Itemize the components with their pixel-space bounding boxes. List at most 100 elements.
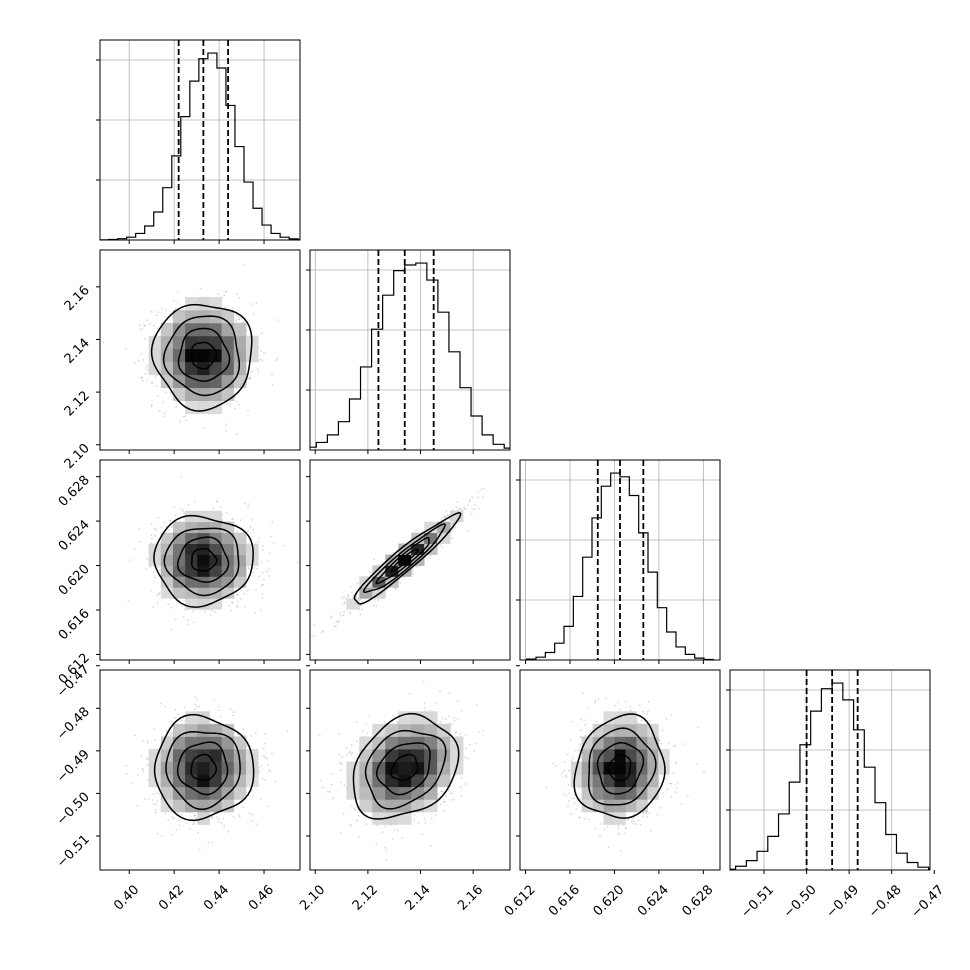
contour-2-1-2 — [362, 523, 446, 593]
sample-point — [370, 571, 372, 574]
sample-point — [216, 816, 218, 819]
sample-point — [447, 789, 450, 792]
sample-point — [231, 601, 234, 604]
density-cell — [209, 774, 223, 788]
sample-point — [239, 316, 242, 319]
sample-point — [219, 506, 222, 508]
sample-point — [158, 409, 161, 412]
sample-point — [136, 774, 139, 777]
density-cell — [424, 543, 438, 555]
sample-point — [139, 328, 142, 331]
sample-point — [140, 353, 143, 356]
sample-point — [151, 799, 154, 801]
density-cell — [185, 374, 198, 389]
sample-point — [143, 324, 146, 327]
sample-point — [197, 831, 200, 834]
sample-point — [439, 690, 441, 692]
sample-point — [215, 500, 218, 503]
sample-point — [150, 405, 153, 407]
sample-point — [222, 817, 225, 820]
sample-point — [349, 612, 352, 615]
sample-point — [192, 621, 195, 623]
sample-point — [268, 552, 271, 554]
sample-point — [181, 813, 183, 816]
sample-point — [311, 635, 314, 638]
sample-point — [165, 729, 168, 732]
sample-point — [330, 617, 332, 619]
sample-point — [336, 621, 339, 623]
sample-point — [261, 596, 264, 599]
sample-point — [373, 558, 376, 561]
density-cell — [197, 749, 210, 762]
sample-point — [211, 841, 214, 844]
sample-point — [237, 315, 240, 318]
sample-point — [466, 530, 469, 532]
sample-point — [259, 350, 262, 353]
density-cell — [185, 786, 198, 800]
sample-point — [248, 376, 251, 379]
sample-point — [218, 705, 220, 708]
density-cell — [172, 521, 186, 534]
sample-point — [171, 816, 174, 818]
sample-point — [263, 578, 265, 581]
density-cell — [160, 749, 174, 762]
sample-point — [138, 528, 141, 530]
sample-point — [416, 566, 419, 568]
density-cell — [209, 521, 223, 534]
hist-frame-3 — [729, 669, 931, 871]
scatter-frame-1-0 — [99, 249, 301, 451]
sample-point — [236, 600, 239, 603]
sample-point — [167, 529, 170, 532]
sample-point — [167, 818, 170, 821]
sample-point — [263, 778, 266, 781]
sample-point — [173, 299, 176, 302]
sample-point — [209, 614, 212, 617]
sample-point — [162, 401, 165, 404]
sample-point — [217, 821, 220, 823]
sample-point — [268, 568, 270, 571]
sample-point — [236, 293, 239, 295]
sample-point — [440, 517, 443, 519]
sample-point — [258, 537, 261, 539]
sample-point — [260, 332, 263, 335]
density-cell — [197, 322, 210, 337]
sample-point — [343, 610, 346, 613]
sample-point — [236, 433, 239, 436]
sample-point — [342, 614, 345, 617]
density-cell — [209, 361, 223, 376]
sample-point — [412, 573, 415, 576]
sample-point — [347, 595, 349, 598]
sample-point — [229, 404, 232, 407]
sample-point — [146, 764, 149, 766]
sample-point — [236, 605, 239, 607]
sample-point — [254, 612, 256, 614]
sample-point — [146, 379, 148, 382]
sample-point — [313, 634, 316, 637]
sample-point — [145, 568, 148, 571]
sample-point — [258, 770, 261, 773]
sample-point — [195, 697, 198, 700]
sample-point — [146, 364, 149, 367]
sample-point — [267, 560, 270, 563]
sample-point — [251, 519, 254, 521]
scatter-frame-2-1 — [309, 459, 511, 661]
sample-point — [150, 310, 153, 313]
density-cell — [411, 532, 425, 544]
scatter-panel-1-0 — [102, 264, 279, 436]
sample-point — [414, 529, 417, 531]
sample-point — [263, 742, 266, 745]
sample-point — [144, 324, 147, 327]
sample-point — [261, 359, 264, 362]
sample-point — [445, 510, 448, 513]
sample-point — [141, 376, 143, 378]
contour-2-0-1 — [176, 536, 230, 583]
sample-point — [256, 368, 259, 370]
sample-point — [456, 522, 459, 525]
density-cell — [221, 587, 235, 599]
scatter-frame-3-0 — [99, 669, 301, 871]
sample-point — [142, 739, 144, 742]
hist-panel-1 — [310, 250, 510, 450]
sample-point — [154, 739, 157, 742]
sample-point — [163, 415, 166, 418]
sample-point — [451, 522, 454, 525]
